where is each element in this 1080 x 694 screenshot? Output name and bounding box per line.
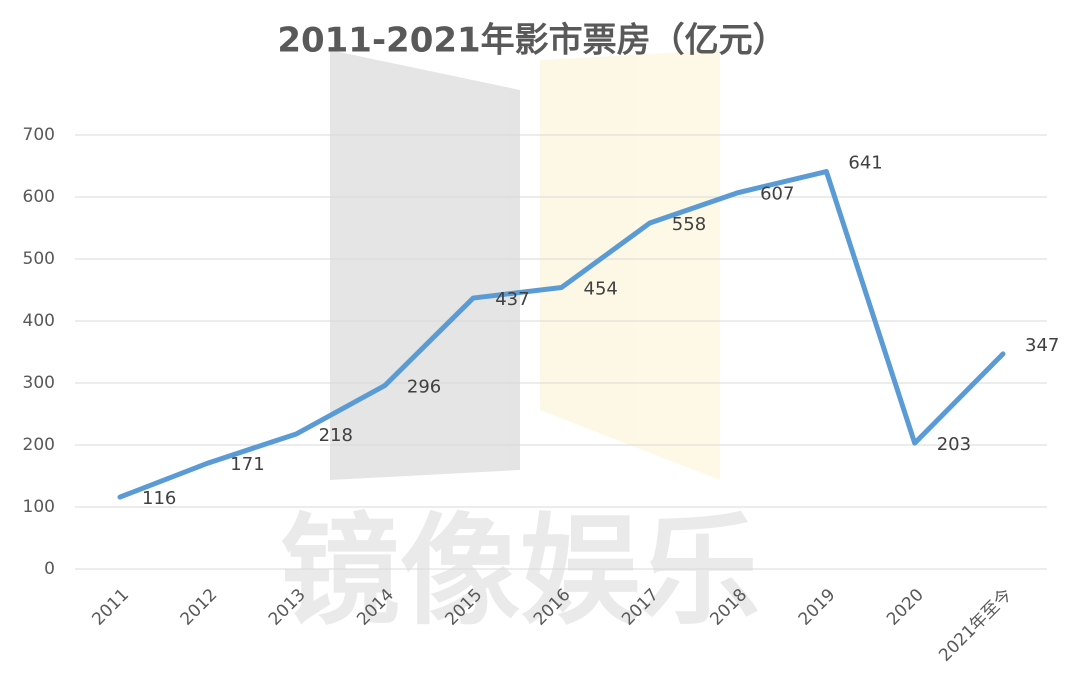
x-tick-label: 2011: [88, 585, 133, 630]
data-label: 641: [848, 153, 882, 174]
y-tick-label: 0: [44, 559, 55, 579]
line: [117, 169, 1006, 500]
x-tick-label: 2021年至今: [935, 585, 1016, 666]
data-label: 437: [495, 289, 529, 310]
data-label: 347: [1025, 335, 1059, 356]
y-tick-label: 300: [23, 373, 55, 393]
data-label: 296: [407, 376, 441, 397]
x-tick-label: 2020: [883, 585, 928, 630]
y-tick-label: 600: [23, 187, 55, 207]
data-label: 203: [937, 434, 971, 455]
data-label: 607: [760, 184, 794, 205]
y-tick-label: 400: [23, 311, 55, 331]
watermark-logo: [330, 50, 720, 480]
data-label: 218: [319, 425, 353, 446]
x-tick-label: 2012: [177, 585, 222, 630]
y-tick-label: 500: [23, 249, 55, 269]
x-tick-label: 2019: [795, 585, 840, 630]
y-tick-label: 200: [23, 435, 55, 455]
data-label: 116: [142, 488, 176, 509]
watermark: 镜像娱乐: [280, 503, 760, 642]
chart-title: 2011-2021年影市票房（亿元）: [277, 21, 786, 61]
y-tick-label: 700: [23, 125, 55, 145]
data-label: 454: [584, 279, 618, 300]
data-label: 558: [672, 214, 706, 235]
y-tick-label: 100: [23, 497, 55, 517]
data-label: 171: [230, 454, 264, 475]
